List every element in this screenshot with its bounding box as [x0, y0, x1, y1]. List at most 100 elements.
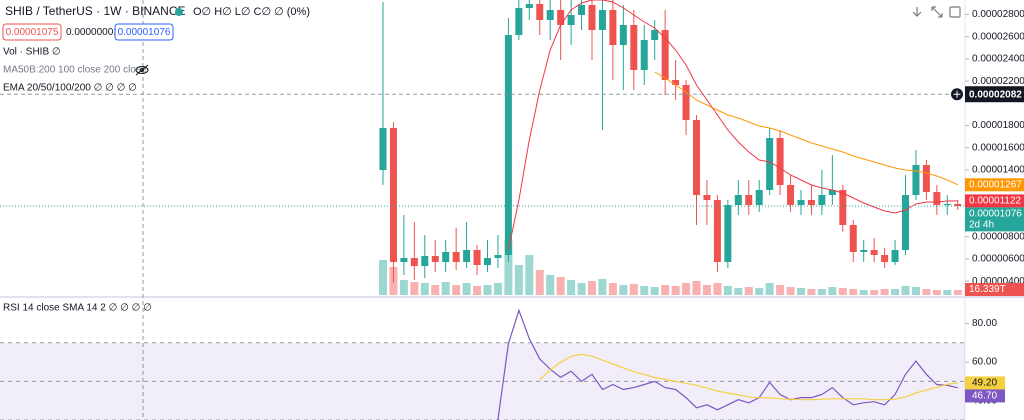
volume-bar [744, 287, 753, 295]
candle-body [609, 10, 617, 45]
candle-body [578, 5, 586, 15]
candle-body [504, 35, 512, 255]
candle-body [630, 25, 638, 70]
overlay: SHIB / TetherUS · 1W · BINANCE O∅ H∅ L∅ … [2, 4, 961, 314]
candle-body [389, 128, 397, 262]
y-tick-label: 0.00000400 [972, 276, 1024, 287]
candle-body [745, 195, 753, 205]
volume-bar [546, 274, 555, 295]
rsi-line [497, 308, 958, 420]
candle-body [431, 256, 439, 262]
volume-bar [932, 290, 941, 295]
indicator-ma[interactable]: MA50B:200 100 close 200 close [3, 65, 147, 76]
volume-bar [608, 283, 617, 295]
volume-bar [817, 289, 826, 295]
volume-bar [525, 254, 534, 295]
candle-body [421, 256, 429, 266]
candle-body [766, 138, 774, 190]
candle-body [410, 258, 418, 266]
candle-body [755, 190, 763, 205]
candle-body [651, 30, 659, 40]
volume-label-bg [965, 283, 1024, 296]
price-label: 0.00001076 [969, 209, 1022, 220]
candle-body [891, 250, 899, 262]
volume-bar [473, 286, 482, 295]
volume-bar [452, 284, 461, 295]
candle-body [797, 200, 805, 205]
rsi-value-bg [965, 376, 1005, 390]
candle-body [546, 10, 554, 20]
volume-bar [849, 289, 858, 295]
y-tick-label: 0.00002800 [972, 9, 1024, 20]
volume-bar [577, 283, 586, 295]
candle-body [713, 200, 721, 262]
volume-bar [514, 265, 523, 295]
candle-body [828, 190, 836, 195]
candle-body [598, 10, 606, 30]
volume-bar [535, 269, 544, 295]
volume-bar [765, 283, 774, 295]
indicator-rsi[interactable]: RSI 14 close SMA 14 2 ∅ ∅ ∅ ∅ [3, 303, 152, 314]
y-tick-label: 0.00000800 [972, 231, 1024, 242]
status-dot [175, 8, 183, 16]
volume-bar [661, 284, 670, 295]
candle-body [452, 252, 460, 262]
volume-bar [734, 287, 743, 295]
volume-bar [410, 281, 419, 295]
ema-line [507, 0, 958, 251]
volume-bar [702, 284, 711, 295]
candle-body [463, 250, 471, 262]
eye-off-icon[interactable] [135, 64, 149, 76]
buy-price[interactable]: 0.00001076 [118, 27, 171, 38]
volume-bar [922, 289, 931, 295]
sell-button[interactable] [2, 23, 62, 41]
volume-bar [880, 289, 889, 295]
candle-body [870, 250, 878, 255]
volume-bar [838, 287, 847, 295]
price-label-bg [965, 178, 1024, 192]
price-label: 0.00001267 [969, 179, 1022, 190]
candle-body [515, 8, 523, 35]
volume-bar [797, 287, 805, 295]
candle-body [442, 252, 450, 262]
indicator-volume[interactable]: Vol · SHIB ∅ [3, 47, 61, 58]
sell-price[interactable]: 0.00001075 [6, 27, 59, 38]
volume-bar [692, 281, 701, 295]
volume-bar [911, 287, 920, 295]
y-tick-label: 0.00002400 [972, 54, 1024, 65]
volume-label: 16.339T [969, 284, 1006, 295]
candle-body [619, 25, 627, 45]
crosshair-label: 0.00002082 [969, 89, 1022, 100]
rsi-pane [0, 308, 965, 420]
volume-bar [891, 289, 900, 295]
candle-body [943, 204, 951, 205]
candle-body [776, 138, 784, 185]
candle-body [661, 30, 669, 80]
y-tick-label: 0.00001600 [972, 142, 1024, 153]
candle-body [881, 255, 889, 262]
volume-bar [483, 284, 492, 295]
candle-body [954, 204, 962, 206]
volume-bar [399, 280, 408, 295]
candle-body [640, 40, 648, 70]
symbol-title: SHIB / TetherUS · 1W · BINANCE [5, 4, 186, 18]
candle-body [588, 5, 596, 30]
price-label-bg [965, 194, 1024, 208]
candle-body [922, 165, 930, 192]
candle-body [536, 4, 544, 20]
y-tick-label: 0.00002600 [972, 31, 1024, 42]
candle-body [912, 165, 920, 195]
volume-bar [755, 287, 764, 295]
candle-body [379, 128, 387, 170]
volume-bar [629, 284, 638, 295]
candle-body [807, 200, 815, 205]
volume-bar [493, 283, 502, 295]
pane-buttons[interactable] [912, 6, 961, 18]
y-tick-label: 80.00 [972, 318, 997, 329]
rsi-line [539, 353, 958, 401]
volume-bar [556, 277, 565, 295]
indicator-ema[interactable]: EMA 20/50/100/200 ∅ ∅ ∅ ∅ [3, 83, 137, 94]
volume-bar [567, 280, 576, 295]
spread: 0.00000001 [66, 27, 119, 38]
buy-button[interactable] [114, 23, 174, 41]
